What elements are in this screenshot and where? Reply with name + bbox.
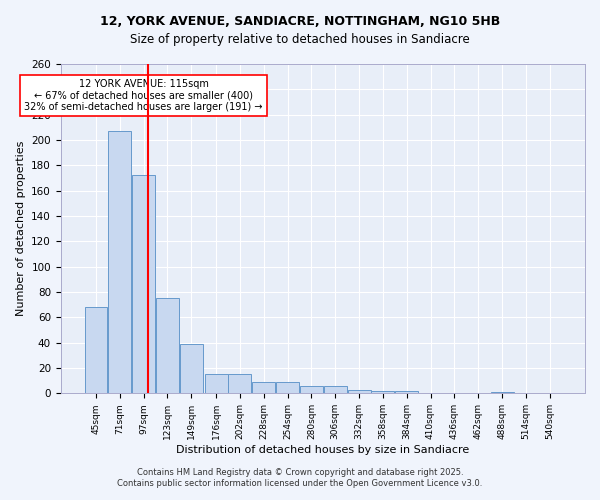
Bar bbox=[205, 374, 227, 394]
Bar bbox=[132, 176, 155, 394]
X-axis label: Distribution of detached houses by size in Sandiacre: Distribution of detached houses by size … bbox=[176, 445, 469, 455]
Bar bbox=[156, 298, 179, 394]
Text: Contains HM Land Registry data © Crown copyright and database right 2025.
Contai: Contains HM Land Registry data © Crown c… bbox=[118, 468, 482, 487]
Bar bbox=[180, 344, 203, 394]
Bar bbox=[324, 386, 347, 394]
Bar bbox=[300, 386, 323, 394]
Text: Size of property relative to detached houses in Sandiacre: Size of property relative to detached ho… bbox=[130, 32, 470, 46]
Bar bbox=[252, 382, 275, 394]
Bar bbox=[371, 391, 394, 394]
Bar bbox=[229, 374, 251, 394]
Text: 12, YORK AVENUE, SANDIACRE, NOTTINGHAM, NG10 5HB: 12, YORK AVENUE, SANDIACRE, NOTTINGHAM, … bbox=[100, 15, 500, 28]
Bar bbox=[347, 390, 371, 394]
Bar bbox=[395, 391, 418, 394]
Y-axis label: Number of detached properties: Number of detached properties bbox=[16, 141, 26, 316]
Bar bbox=[109, 131, 131, 394]
Text: 12 YORK AVENUE: 115sqm
← 67% of detached houses are smaller (400)
32% of semi-de: 12 YORK AVENUE: 115sqm ← 67% of detached… bbox=[25, 79, 263, 112]
Bar bbox=[276, 382, 299, 394]
Bar bbox=[491, 392, 514, 394]
Bar bbox=[85, 307, 107, 394]
